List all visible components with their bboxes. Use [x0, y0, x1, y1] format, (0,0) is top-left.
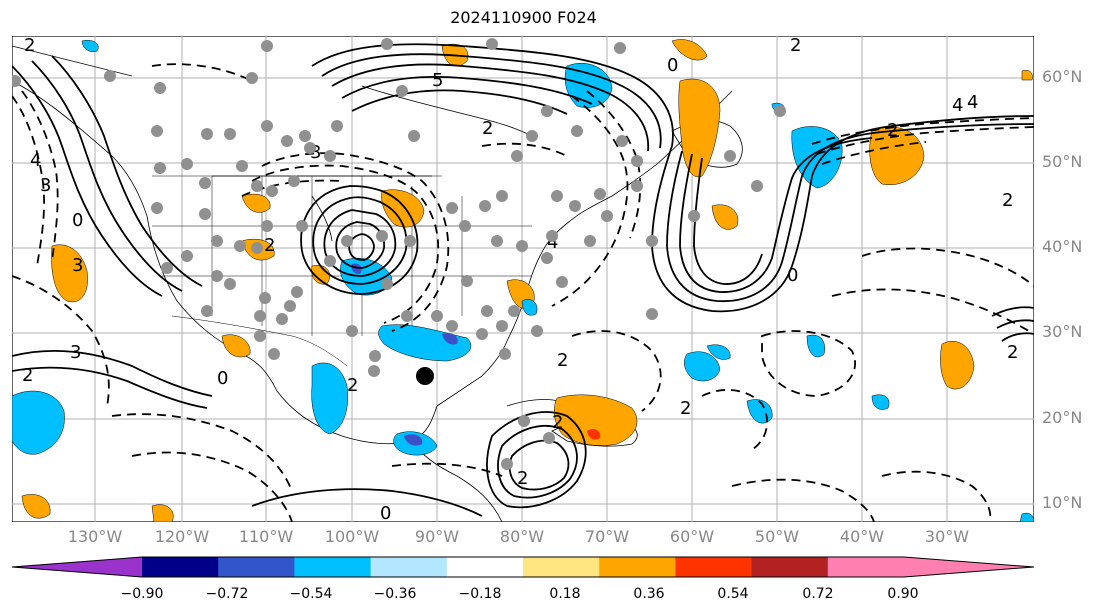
weather-map: 2 3 4 5 0 2 3 4 2 3 4 2 0 2 3 2 2 2 0 4 …	[12, 36, 1034, 522]
colorbar-tick-label: 0.36	[633, 586, 665, 602]
colorbar-extend-low	[12, 557, 142, 577]
solid-contours	[12, 43, 1034, 517]
colorbar-tick-label: 0.90	[887, 586, 919, 602]
lat-label: 40°N	[1042, 237, 1083, 256]
lon-label: 120°W	[154, 527, 210, 546]
contour-label: 2	[1002, 190, 1013, 211]
contour-label: 4	[30, 150, 41, 171]
lon-label: 60°W	[669, 527, 715, 546]
colorbar-cell	[370, 557, 448, 577]
colorbar-cell	[218, 557, 295, 577]
colorbar-tick-label: 0.72	[802, 586, 834, 602]
colorbar-cell	[446, 557, 524, 577]
contour-label: 2	[347, 375, 358, 396]
contour-labels: 2 3 4 5 0 2 3 4 2 3 4 2 0 2 3 2 2 2 0 4 …	[22, 36, 1018, 522]
contour-label: 2	[790, 36, 801, 56]
contour-label: 2	[557, 350, 568, 371]
colorbar-tick-label: −0.72	[205, 586, 249, 602]
colorbar-tick-label: 0.18	[549, 586, 581, 602]
lon-label: 130°W	[67, 527, 123, 546]
colorbar-outline	[11, 556, 1035, 578]
lon-label: 90°W	[414, 527, 460, 546]
lon-label: 80°W	[499, 527, 545, 546]
colorbar-tick-label: −0.36	[373, 586, 417, 602]
contour-label: 4	[967, 92, 978, 113]
colorbar-extend-high	[904, 557, 1034, 577]
contour-label: 3	[72, 255, 83, 276]
colorbar-cell	[142, 557, 219, 577]
colorbar-tick-label: −0.90	[120, 586, 164, 602]
lon-label: 110°W	[238, 527, 294, 546]
contour-label: 2	[887, 120, 898, 141]
colorbar-tick-label: −0.18	[458, 586, 502, 602]
lon-label: 40°W	[839, 527, 885, 546]
lon-label: 50°W	[754, 527, 800, 546]
lat-label: 20°N	[1042, 408, 1083, 427]
lat-label: 10°N	[1042, 493, 1083, 512]
colorbar-tick-label: 0.54	[717, 586, 749, 602]
contour-label: 3	[70, 342, 81, 363]
dashed-contours	[12, 63, 1034, 522]
contour-label: 2	[552, 412, 563, 433]
contour-label: 3	[40, 175, 51, 196]
colorbar-tick-label: −0.54	[289, 586, 333, 602]
contour-label: 0	[380, 503, 391, 522]
contour-label: 2	[24, 36, 35, 56]
lat-label: 50°N	[1042, 152, 1083, 171]
station-markers	[12, 38, 786, 470]
lon-label: 100°W	[324, 527, 380, 546]
lon-label: 30°W	[924, 527, 970, 546]
contour-label: 5	[432, 70, 443, 91]
contour-label: 3	[310, 142, 321, 163]
colorbar	[11, 556, 1035, 578]
map-title: 2024110900 F024	[450, 8, 597, 27]
contour-label: 2	[482, 118, 493, 139]
contour-label: 2	[517, 468, 528, 489]
contour-label: 2	[1007, 342, 1018, 363]
lat-label: 60°N	[1042, 67, 1083, 86]
contour-label: 0	[787, 265, 798, 286]
colorbar-cell	[827, 557, 905, 577]
colorbar-cell	[599, 557, 676, 577]
colorbar-cell	[751, 557, 829, 577]
contour-label: 2	[22, 365, 33, 386]
colorbar-cell	[523, 557, 600, 577]
shaded-field-positive	[21, 39, 1033, 522]
contour-label: 0	[667, 55, 678, 76]
shaded-field-strong-positive	[587, 428, 601, 440]
storm-center-marker	[416, 367, 434, 385]
colorbar-cell	[294, 557, 372, 577]
colorbar-cell	[675, 557, 753, 577]
contour-label: 2	[264, 235, 275, 256]
contour-label: 2	[680, 398, 691, 419]
lat-label: 30°N	[1042, 322, 1083, 341]
lon-label: 70°W	[584, 527, 630, 546]
contour-label: 4	[952, 95, 963, 116]
contour-label: 0	[72, 210, 83, 231]
contour-label: 0	[217, 368, 228, 389]
contour-label: 4	[547, 232, 558, 253]
